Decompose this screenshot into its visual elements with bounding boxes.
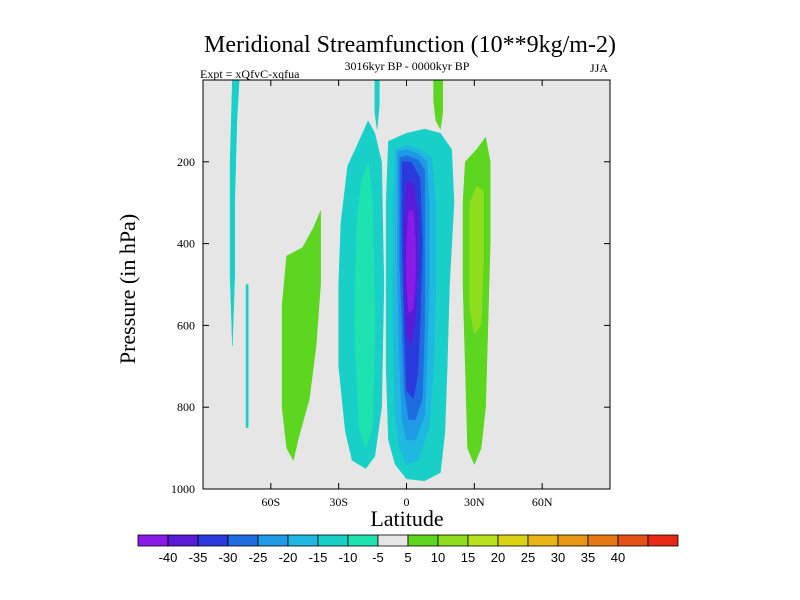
x-axis-label: Latitude [370, 506, 443, 531]
colorbar [137, 534, 679, 547]
contour-regions [229, 79, 491, 482]
y-axis-ticks: 200 400 600 800 1000 [171, 155, 610, 496]
time-range-label: 3016kyr BP - 0000kyr BP [345, 59, 470, 73]
y-tick-label: 600 [177, 318, 195, 332]
colorbar-tick-label: -15 [309, 550, 328, 565]
colorbar-swatch [557, 534, 589, 547]
y-tick-label: 200 [177, 155, 195, 169]
colorbar-swatch [497, 534, 529, 547]
colorbar-swatch [347, 534, 379, 547]
x-tick-label: 0 [404, 495, 410, 509]
colorbar-tick-label: -35 [189, 550, 208, 565]
colorbar-swatch [137, 534, 169, 547]
colorbar-swatch [407, 534, 439, 547]
colorbar-swatch [197, 534, 229, 547]
colorbar-tick-label: -10 [339, 550, 358, 565]
colorbar-swatch [467, 534, 499, 547]
colorbar-swatch [317, 534, 349, 547]
season-label: JJA [590, 61, 608, 75]
colorbar-tick-label: 5 [404, 550, 411, 565]
y-tick-label: 1000 [171, 482, 195, 496]
colorbar-tick-label: 25 [521, 550, 535, 565]
colorbar-swatch [227, 534, 259, 547]
colorbar-swatch [587, 534, 619, 547]
colorbar-swatch [167, 534, 199, 547]
contour-region-southern-positive-lobe [281, 210, 321, 462]
colorbar-tick-label: -5 [372, 550, 384, 565]
colorbar-swatch [437, 534, 469, 547]
colorbar-tick-label: 15 [461, 550, 475, 565]
contour-region-southern-negative-inner [354, 161, 376, 449]
colorbar-swatch [287, 534, 319, 547]
x-axis-ticks: 60S 30S 0 30N 60N [261, 80, 553, 509]
colorbar-tick-label: 35 [581, 550, 595, 565]
y-tick-label: 400 [177, 237, 195, 251]
contour-region-southern-band-sliver [245, 284, 249, 428]
y-tick-label: 800 [177, 400, 195, 414]
colorbar-tick-label: -20 [279, 550, 298, 565]
colorbar-tick-label: -40 [159, 550, 178, 565]
colorbar-swatch [617, 534, 649, 547]
x-tick-label: 30S [329, 495, 348, 509]
colorbar-tick-label: 20 [491, 550, 505, 565]
colorbar-swatch [647, 534, 679, 547]
x-tick-label: 60N [532, 495, 553, 509]
x-tick-label: 30N [464, 495, 485, 509]
y-axis-label: Pressure (in hPa) [115, 214, 140, 364]
colorbar-tick-label: -25 [249, 550, 268, 565]
contour-region-southern-band-thin [229, 79, 240, 346]
x-tick-label: 60S [261, 495, 280, 509]
colorbar-tick-label: 30 [551, 550, 565, 565]
colorbar-tick-label: -30 [219, 550, 238, 565]
contour-region-northern-positive-inner [469, 185, 484, 335]
chart-title: Meridional Streamfunction (10**9kg/m-2) [204, 32, 616, 58]
colorbar-tick-label: 40 [611, 550, 625, 565]
experiment-label: Expt = xQfvC-xqfua [200, 67, 300, 81]
colorbar-swatch [377, 534, 409, 547]
contour-region-central-core [406, 210, 416, 314]
colorbar-tick-label: 10 [431, 550, 445, 565]
colorbar-swatch [257, 534, 289, 547]
colorbar-swatch [527, 534, 559, 547]
colorbar-tick-labels: -40 -35 -30 -25 -20 -15 -10 -5 5 10 15 20 25 30 35 40 [159, 550, 626, 565]
